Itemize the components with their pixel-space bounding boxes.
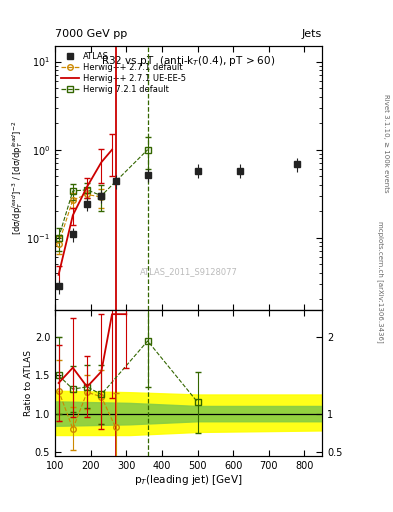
Text: R32 vs pT  (anti-k$_T$(0.4), pT > 60): R32 vs pT (anti-k$_T$(0.4), pT > 60) xyxy=(101,54,276,68)
Text: mcplots.cern.ch [arXiv:1306.3436]: mcplots.cern.ch [arXiv:1306.3436] xyxy=(377,221,384,343)
Text: Jets: Jets xyxy=(302,30,322,39)
X-axis label: p$_T$(leading jet) [GeV]: p$_T$(leading jet) [GeV] xyxy=(134,473,243,487)
Text: Rivet 3.1.10, ≥ 100k events: Rivet 3.1.10, ≥ 100k events xyxy=(383,94,389,193)
Y-axis label: [dσ/dp$_T^{lead}$]$^{-3}$ / [dσ/dp$_T^{lead}$]$^{-2}$: [dσ/dp$_T^{lead}$]$^{-3}$ / [dσ/dp$_T^{l… xyxy=(10,121,25,236)
Text: ATLAS_2011_S9128077: ATLAS_2011_S9128077 xyxy=(140,267,238,276)
Legend: ATLAS, Herwig++ 2.7.1 default, Herwig++ 2.7.1 UE-EE-5, Herwig 7.2.1 default: ATLAS, Herwig++ 2.7.1 default, Herwig++ … xyxy=(59,50,188,96)
Y-axis label: Ratio to ATLAS: Ratio to ATLAS xyxy=(24,350,33,416)
Text: 7000 GeV pp: 7000 GeV pp xyxy=(55,30,127,39)
